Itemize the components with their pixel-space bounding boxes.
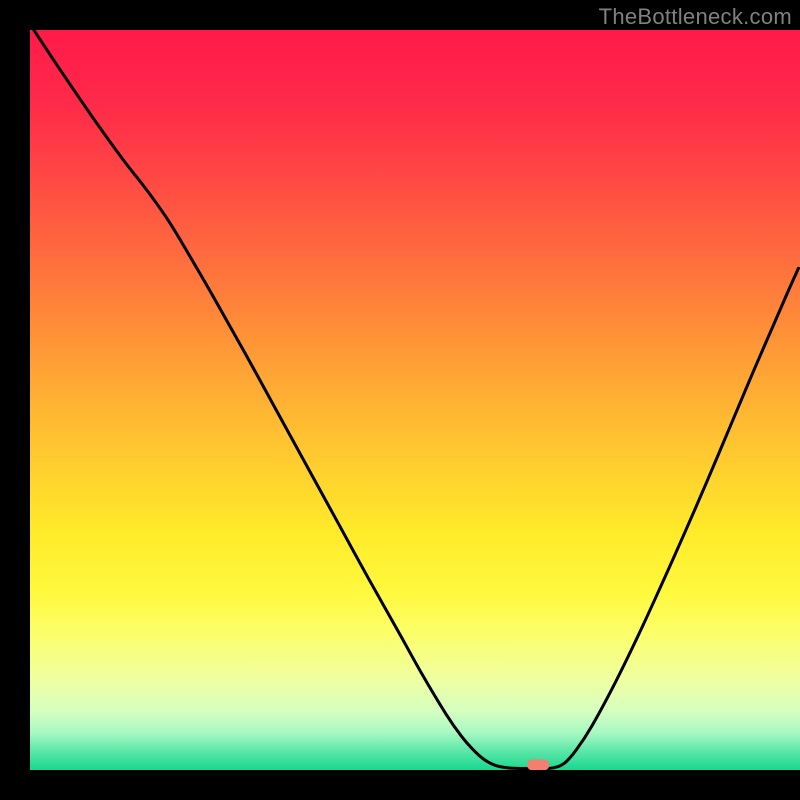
chart-container: TheBottleneck.com: [0, 0, 800, 800]
bottleneck-curve-chart: [30, 30, 800, 770]
optimum-marker: [527, 759, 549, 770]
plot-area: [30, 30, 800, 770]
watermark-text: TheBottleneck.com: [599, 4, 792, 30]
